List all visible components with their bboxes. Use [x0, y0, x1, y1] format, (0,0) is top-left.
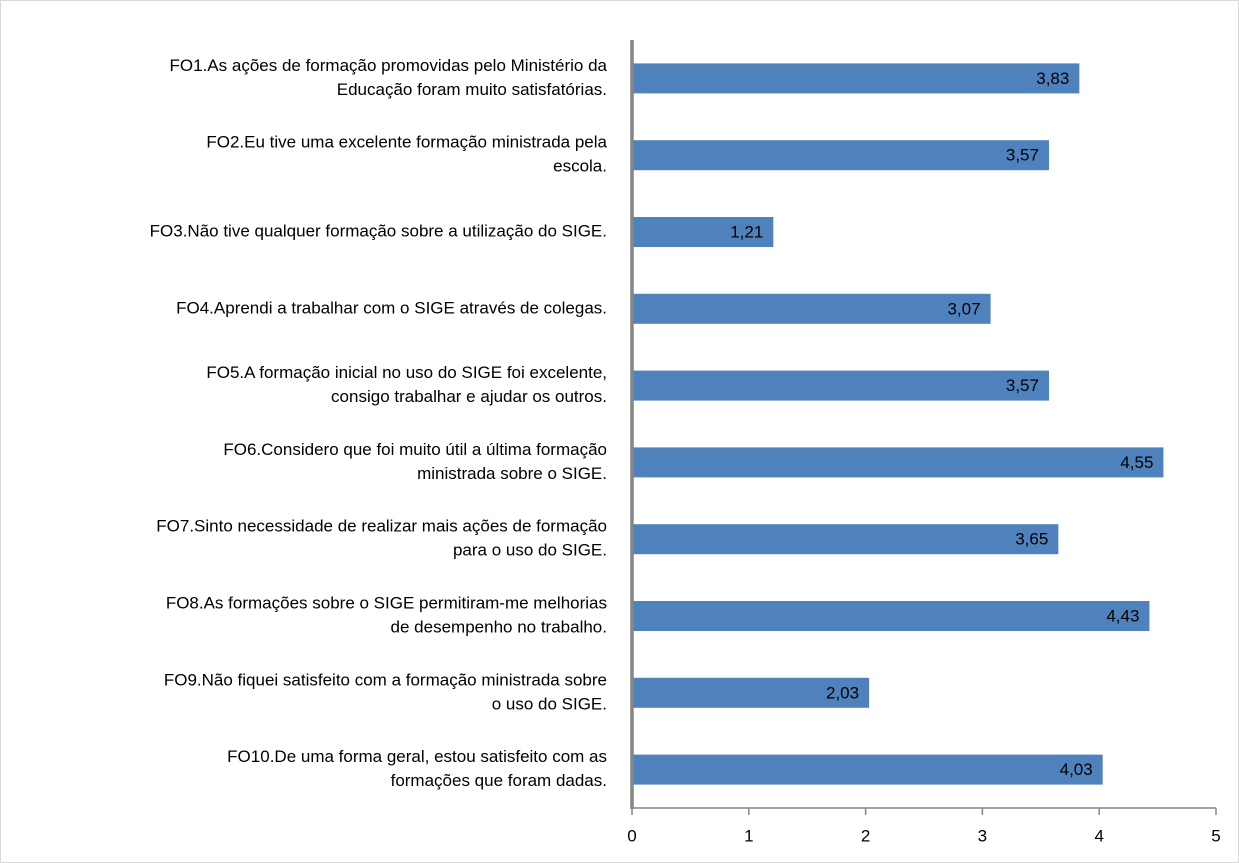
bar [632, 217, 774, 247]
y-tick-label: FO4.Aprendi a trabalhar com o SIGE atrav… [176, 298, 607, 317]
y-tick-label: FO1.As ações de formação promovidas pelo… [170, 56, 608, 75]
value-label: 3,07 [947, 299, 980, 318]
x-tick-label: 2 [861, 826, 870, 845]
bar [632, 524, 1059, 555]
bar [632, 754, 1103, 785]
bar [632, 140, 1049, 171]
y-tick-label: Educação foram muito satisfatórias. [337, 80, 607, 99]
value-label: 4,03 [1060, 760, 1093, 779]
y-tick-label: o uso do SIGE. [492, 694, 607, 713]
y-tick-label: FO9.Não fiquei satisfeito com a formação… [164, 670, 607, 689]
bar [632, 601, 1150, 631]
value-label: 2,03 [826, 683, 859, 702]
bar [632, 370, 1049, 401]
value-label: 3,83 [1036, 69, 1069, 88]
value-label: 4,55 [1120, 453, 1153, 472]
y-tick-label: FO8.As formações sobre o SIGE permitiram… [166, 593, 607, 612]
value-label: 3,57 [1006, 146, 1039, 165]
bar [632, 293, 991, 324]
y-tick-label: escola. [553, 157, 607, 176]
x-tick-label: 4 [1094, 826, 1103, 845]
value-label: 4,43 [1106, 606, 1139, 625]
y-tick-label: FO6.Considero que foi muito útil a últim… [223, 440, 607, 459]
y-tick-label: de desempenho no trabalho. [391, 617, 607, 636]
y-tick-label: FO10.De uma forma geral, estou satisfeit… [227, 747, 607, 766]
y-tick-label: consigo trabalhar e ajudar os outros. [331, 387, 607, 406]
x-tick-label: 1 [744, 826, 753, 845]
x-tick-label: 3 [978, 826, 987, 845]
y-tick-label: FO3.Não tive qualquer formação sobre a u… [150, 221, 607, 240]
y-tick-label: FO2.Eu tive uma excelente formação minis… [206, 133, 607, 152]
x-tick-label: 5 [1211, 826, 1220, 845]
value-label: 3,57 [1006, 376, 1039, 395]
x-tick-label: 0 [627, 826, 636, 845]
bar [632, 677, 870, 708]
y-tick-label: para o uso do SIGE. [453, 541, 607, 560]
bar [632, 447, 1164, 478]
value-label: 3,65 [1015, 530, 1048, 549]
y-tick-label: ministrada sobre o SIGE. [417, 464, 607, 483]
value-label: 1,21 [730, 222, 763, 241]
y-tick-label: FO7.Sinto necessidade de realizar mais a… [156, 517, 607, 536]
y-tick-label: formações que foram dadas. [391, 771, 607, 790]
y-tick-label: FO5.A formação inicial no uso do SIGE fo… [206, 363, 607, 382]
bar [632, 63, 1080, 94]
